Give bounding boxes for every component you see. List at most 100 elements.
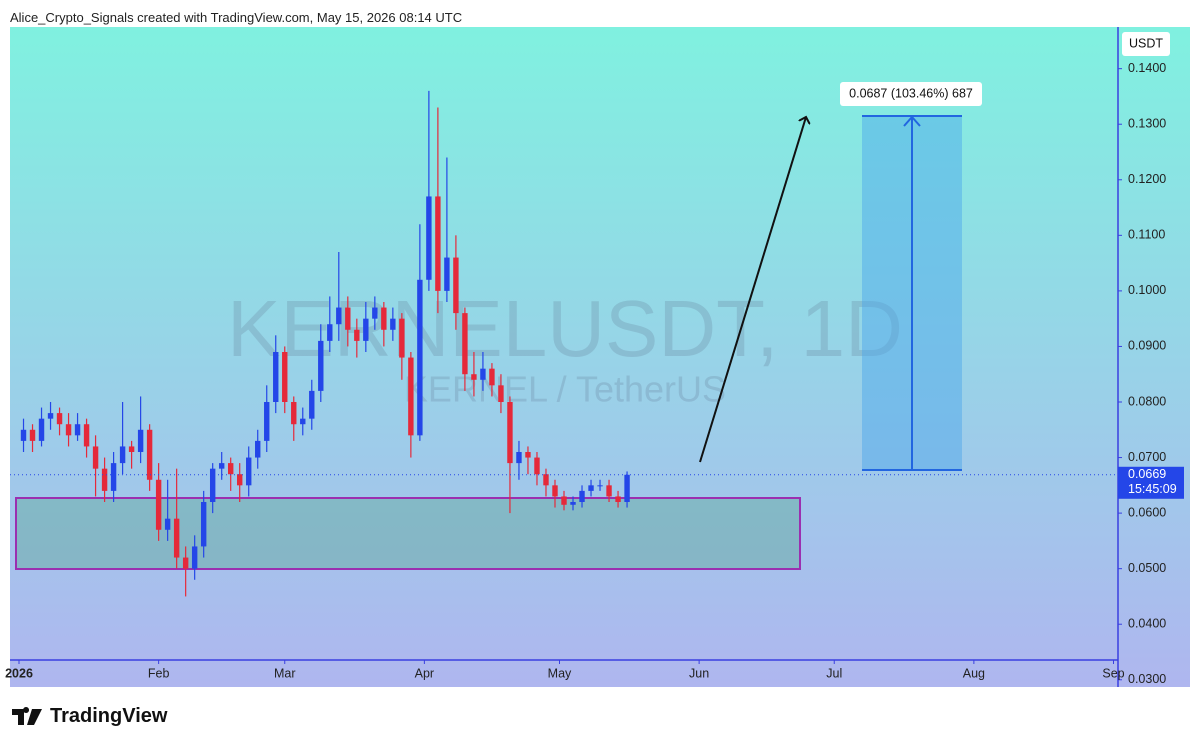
x-tick-label: Aug bbox=[963, 666, 985, 680]
candle-body bbox=[624, 474, 630, 502]
last-price-label: 0.0669 bbox=[1128, 467, 1166, 481]
candle-body bbox=[110, 463, 117, 491]
candle-body bbox=[327, 324, 333, 341]
candle-body bbox=[282, 352, 288, 402]
candle-body bbox=[345, 307, 351, 330]
candle-body bbox=[381, 307, 387, 330]
candle-body bbox=[489, 368, 495, 386]
candle-body bbox=[255, 440, 261, 458]
candle-body bbox=[606, 485, 612, 497]
candle-body bbox=[309, 390, 315, 419]
candle-body bbox=[173, 518, 180, 558]
candle-body bbox=[29, 429, 36, 441]
x-tick-label: 2026 bbox=[5, 666, 33, 680]
plot-background bbox=[10, 27, 1190, 687]
candle-body bbox=[336, 307, 342, 325]
candle-body bbox=[561, 496, 567, 505]
watermark: KERNELUSDT, 1D bbox=[227, 284, 903, 373]
candle-body bbox=[92, 446, 99, 469]
candle-body bbox=[390, 318, 396, 330]
candle-body bbox=[65, 424, 72, 436]
y-tick-label: 0.1100 bbox=[1128, 228, 1165, 242]
y-tick-label: 0.0700 bbox=[1128, 450, 1166, 464]
candle-body bbox=[146, 429, 153, 480]
y-tick-label: 0.0800 bbox=[1128, 394, 1166, 408]
candle-body bbox=[543, 474, 549, 486]
measure-arrowhead bbox=[903, 115, 921, 127]
x-tick-label: Jul bbox=[826, 666, 842, 680]
candle-body bbox=[119, 446, 126, 464]
candle-body bbox=[444, 257, 450, 291]
x-tick-label: Jun bbox=[689, 666, 709, 680]
candle-body bbox=[300, 418, 306, 425]
candle-body bbox=[354, 329, 360, 341]
candle-body bbox=[570, 502, 576, 505]
y-tick-label: 0.0600 bbox=[1128, 505, 1166, 519]
header: Alice_Crypto_Signals created with Tradin… bbox=[10, 10, 463, 25]
candle-body bbox=[615, 496, 621, 502]
candle-body bbox=[47, 413, 54, 419]
candle-body bbox=[507, 402, 513, 464]
candle-body bbox=[552, 485, 558, 497]
watermark-sub: KERNEL / TetherUS bbox=[404, 369, 726, 410]
candle-body bbox=[74, 424, 81, 436]
candle-body bbox=[264, 402, 270, 441]
currency-box bbox=[1122, 32, 1170, 56]
y-tick-label: 0.1200 bbox=[1128, 172, 1166, 186]
measure-label-box bbox=[840, 82, 982, 106]
countdown: 15:45:09 bbox=[1128, 482, 1177, 496]
currency: USDT bbox=[1129, 36, 1163, 50]
candle-body bbox=[516, 452, 522, 464]
candle-body bbox=[399, 318, 405, 358]
candle-body bbox=[372, 307, 378, 319]
y-tick-label: 0.0300 bbox=[1128, 672, 1166, 686]
candle-body bbox=[227, 463, 234, 475]
candle-body bbox=[426, 196, 432, 280]
footer-logo: TradingView bbox=[12, 705, 167, 728]
candle-body bbox=[164, 518, 171, 530]
candle-body bbox=[480, 368, 486, 380]
x-tick-label: May bbox=[548, 666, 572, 680]
logo-icon bbox=[12, 706, 42, 725]
candle-body bbox=[200, 502, 207, 547]
candle-body bbox=[237, 474, 243, 486]
candle-body bbox=[597, 485, 603, 487]
candle-body bbox=[363, 318, 369, 341]
y-tick-label: 0.0900 bbox=[1128, 339, 1166, 353]
x-tick-label: Apr bbox=[415, 666, 434, 680]
y-tick-label: 0.1300 bbox=[1128, 117, 1166, 131]
candle-body bbox=[498, 385, 504, 402]
candle-body bbox=[471, 374, 477, 380]
support-zone bbox=[15, 497, 801, 570]
candle-body bbox=[417, 279, 423, 436]
candle-body bbox=[155, 479, 162, 530]
candle-body bbox=[38, 418, 45, 441]
x-tick-label: Mar bbox=[274, 666, 296, 680]
candle-body bbox=[218, 463, 225, 469]
candle-body bbox=[525, 452, 531, 458]
candle-body bbox=[137, 429, 144, 452]
candle-body bbox=[534, 457, 540, 475]
candle-body bbox=[453, 257, 459, 314]
y-tick-label: 0.1000 bbox=[1128, 283, 1166, 297]
candle-body bbox=[191, 546, 198, 569]
candle-body bbox=[101, 468, 108, 491]
y-tick-label: 0.1400 bbox=[1128, 61, 1166, 75]
candle-body bbox=[246, 457, 252, 486]
candle-body bbox=[291, 402, 297, 425]
candle-body bbox=[20, 429, 27, 441]
y-tick-label: 0.0500 bbox=[1128, 561, 1166, 575]
candle-body bbox=[588, 485, 594, 491]
last-price-box bbox=[1118, 466, 1184, 499]
measure-label: 0.0687 (103.46%) 687 bbox=[849, 86, 973, 100]
x-tick-label: Sep bbox=[1102, 666, 1124, 680]
candle-body bbox=[579, 490, 585, 502]
candle-body bbox=[83, 424, 90, 447]
candle-body bbox=[273, 352, 279, 402]
candle-body bbox=[209, 468, 216, 502]
candle-body bbox=[408, 357, 414, 436]
candle-body bbox=[56, 413, 63, 425]
candle-body bbox=[128, 446, 135, 452]
candle-body bbox=[182, 557, 189, 569]
